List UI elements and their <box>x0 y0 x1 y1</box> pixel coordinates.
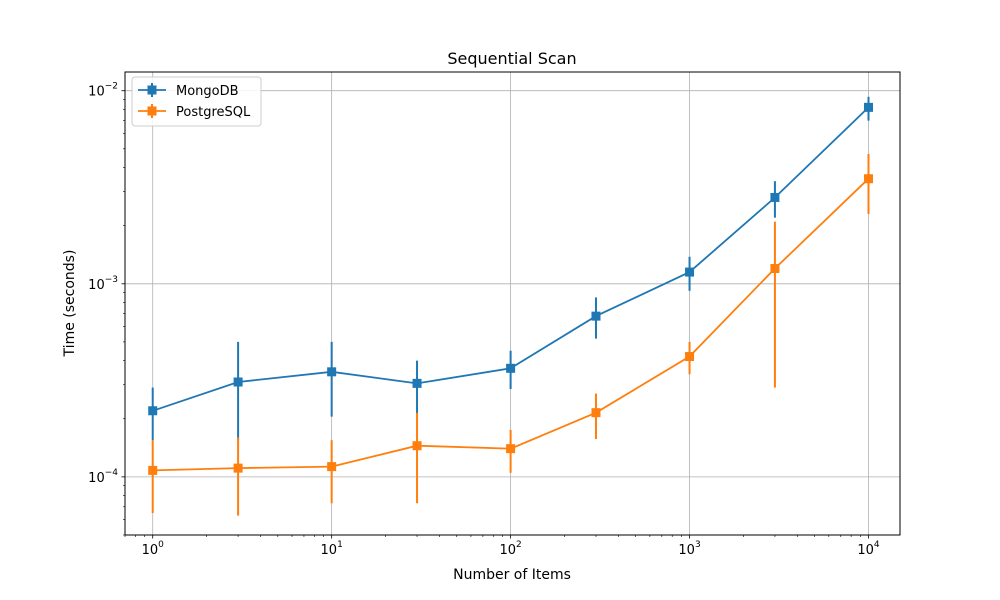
postgresql-data-point <box>327 462 337 472</box>
y-tick-exponent: −4 <box>105 468 119 478</box>
x-tick-base: 10 <box>499 543 516 558</box>
x-tick-base: 10 <box>678 543 695 558</box>
y-tick-label: 10−2 <box>88 82 118 100</box>
x-tick-exponent: 1 <box>337 540 343 550</box>
chart-title: Sequential Scan <box>447 49 576 68</box>
postgresql-data-point <box>506 444 516 454</box>
postgresql-data-point <box>412 441 422 451</box>
y-axis-label: Time (seconds) <box>62 250 78 358</box>
series-postgresql <box>148 154 873 516</box>
series-mongodb <box>148 96 873 441</box>
y-tick-exponent: −3 <box>105 275 118 285</box>
y-tick-base: 10 <box>88 85 105 100</box>
mongodb-data-point <box>863 102 873 112</box>
legend-item-mongodb: MongoDB <box>138 83 239 99</box>
x-tick-label: 100 <box>142 540 165 558</box>
legend-marker <box>147 85 157 95</box>
mongodb-data-point <box>412 378 422 388</box>
y-tick-exponent: −2 <box>105 82 118 92</box>
legend-marker <box>147 106 157 116</box>
legend-label: MongoDB <box>176 84 239 99</box>
postgresql-data-point <box>685 352 695 362</box>
x-tick-label: 104 <box>857 540 880 558</box>
mongodb-data-point <box>591 311 601 321</box>
mongodb-data-point <box>233 377 243 387</box>
plot-frame <box>124 71 901 536</box>
legend-item-postgresql: PostgreSQL <box>138 104 251 120</box>
grid-lines <box>125 72 900 535</box>
postgresql-data-point <box>233 463 243 473</box>
x-tick-exponent: 0 <box>158 540 164 550</box>
postgresql-data-point <box>863 174 873 184</box>
x-tick-label: 103 <box>678 540 700 558</box>
x-tick-label: 102 <box>499 540 521 558</box>
mongodb-data-point <box>148 406 158 416</box>
x-tick-base: 10 <box>142 543 159 558</box>
x-tick-base: 10 <box>321 543 338 558</box>
legend: MongoDB PostgreSQL <box>131 76 262 127</box>
x-tick-base: 10 <box>857 543 874 558</box>
mongodb-data-point <box>327 367 337 377</box>
mongodb-data-point <box>506 363 516 373</box>
x-tick-label: 101 <box>321 540 343 558</box>
postgresql-data-point <box>148 465 158 475</box>
x-tick-exponent: 4 <box>874 540 880 550</box>
y-tick-base: 10 <box>88 278 105 293</box>
mongodb-data-point <box>770 192 780 202</box>
x-axis-label: Number of Items <box>453 567 571 583</box>
legend-label: PostgreSQL <box>176 105 251 120</box>
postgresql-data-point <box>591 408 601 418</box>
y-tick-label: 10−4 <box>88 468 118 486</box>
postgresql-data-point <box>770 264 780 274</box>
x-tick-exponent: 3 <box>695 540 701 550</box>
mongodb-data-point <box>685 267 695 277</box>
x-tick-exponent: 2 <box>516 540 522 550</box>
y-tick-label: 10−3 <box>88 275 118 293</box>
y-tick-base: 10 <box>88 471 105 486</box>
plot-series <box>148 96 873 516</box>
